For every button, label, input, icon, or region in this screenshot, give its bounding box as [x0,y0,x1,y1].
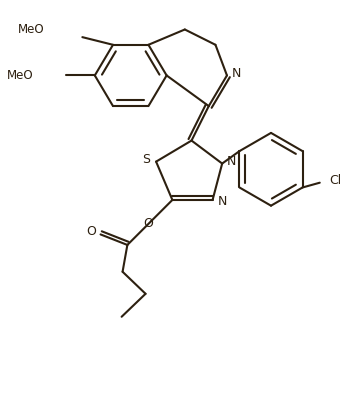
Text: Cl: Cl [329,174,340,187]
Text: O: O [143,218,153,230]
Text: S: S [142,153,151,166]
Text: MeO: MeO [7,69,34,82]
Text: N: N [232,67,241,80]
Text: N: N [227,155,236,168]
Text: O: O [86,225,96,238]
Text: N: N [218,195,227,208]
Text: MeO: MeO [17,23,44,36]
